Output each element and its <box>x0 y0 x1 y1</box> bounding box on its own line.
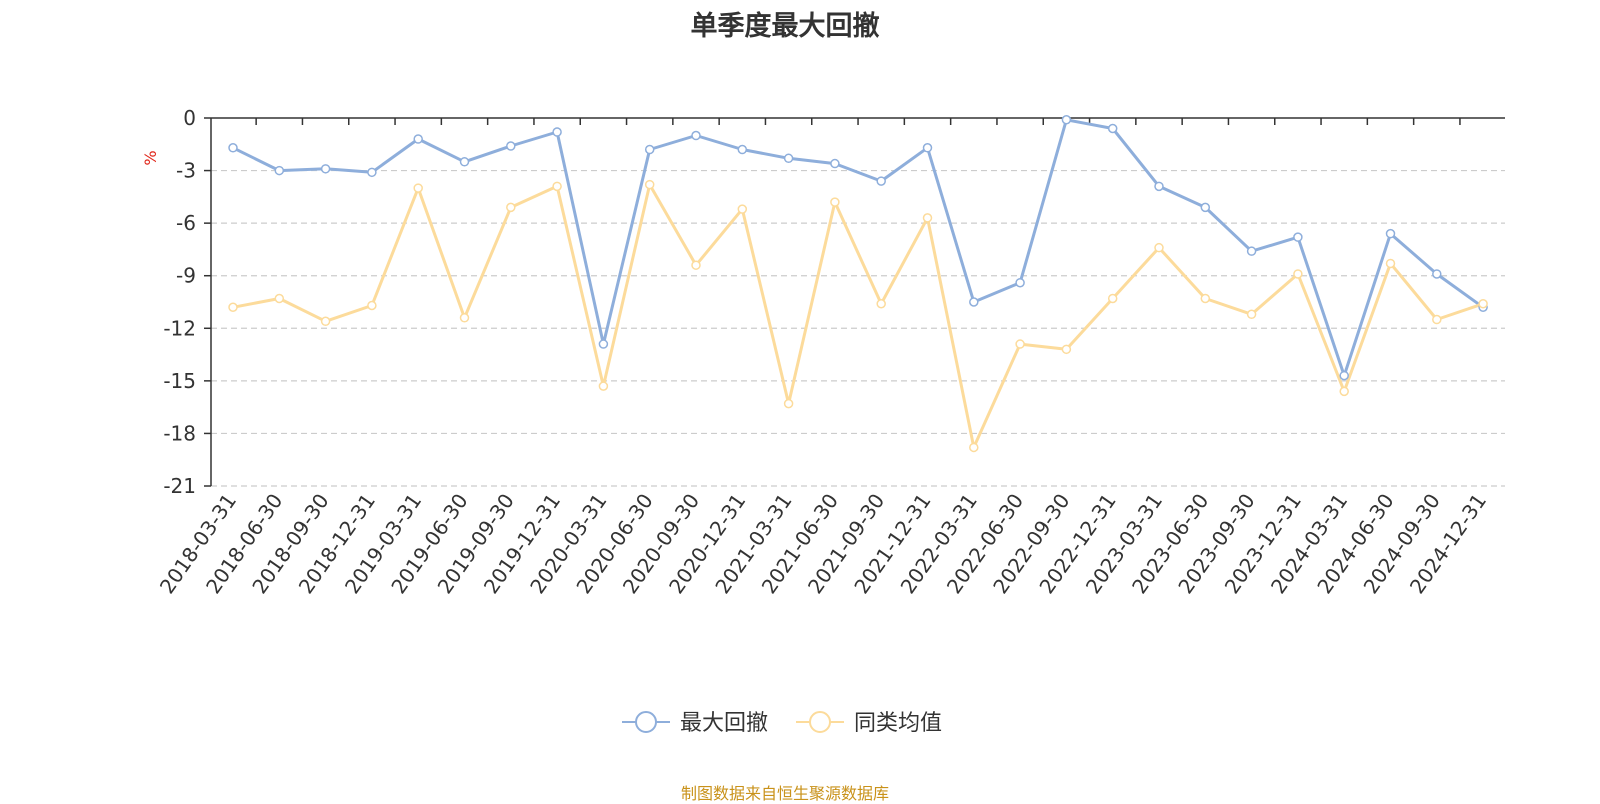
data-point <box>1246 246 1257 256</box>
data-point <box>228 143 238 153</box>
data-point <box>969 297 979 307</box>
legend-marker <box>809 711 831 733</box>
data-point <box>1154 181 1164 192</box>
data-point <box>830 158 840 169</box>
data-point <box>783 153 794 164</box>
data-point <box>1385 258 1396 269</box>
data-point <box>922 143 933 153</box>
source-note: 制图数据来自恒生聚源数据库 <box>680 784 889 803</box>
y-tick-label: -6 <box>176 211 196 235</box>
y-tick-label: -9 <box>176 264 196 288</box>
data-point <box>320 316 331 327</box>
data-point <box>691 130 701 141</box>
legend-label: 最大回撤 <box>680 711 768 736</box>
legend-label: 同类均值 <box>854 711 942 736</box>
data-point <box>1200 202 1211 213</box>
data-point <box>1293 232 1303 242</box>
data-point <box>1432 269 1442 279</box>
data-point <box>598 339 609 349</box>
data-point <box>1200 293 1211 304</box>
series-points <box>228 115 1488 453</box>
data-point <box>413 183 423 193</box>
series-line-1 <box>232 118 1484 378</box>
data-point <box>1339 386 1349 397</box>
data-point <box>413 134 423 144</box>
data-point <box>367 167 377 178</box>
tick-labels: 0-3-6-9-12-15-18-21%2018-03-312018-06-30… <box>141 106 1491 598</box>
data-point <box>1154 242 1164 253</box>
series-line-2 <box>232 183 1484 449</box>
data-point <box>367 300 377 311</box>
data-point <box>506 141 516 151</box>
grid-lines <box>211 169 1505 487</box>
y-tick-label: 0 <box>183 106 196 130</box>
y-tick-label: -12 <box>163 316 196 340</box>
data-point <box>1478 299 1488 309</box>
data-point <box>320 164 331 174</box>
data-point <box>830 197 840 207</box>
chart-title: 单季度最大回撤 <box>690 11 880 42</box>
data-point <box>228 302 238 313</box>
data-point <box>1061 115 1072 125</box>
data-point <box>552 127 562 137</box>
data-point <box>459 157 470 167</box>
data-point <box>737 204 748 214</box>
data-point <box>1061 344 1072 355</box>
data-point <box>922 213 933 223</box>
data-point <box>876 176 886 186</box>
y-tick-label: -3 <box>176 159 196 183</box>
data-point <box>644 144 655 155</box>
chart: 0-3-6-9-12-15-18-21%2018-03-312018-06-30… <box>141 106 1505 736</box>
data-point <box>1107 293 1118 304</box>
data-point <box>1246 309 1257 320</box>
data-point <box>644 179 655 190</box>
legend-item: 最大回撤 <box>622 711 768 736</box>
data-point <box>1107 123 1118 134</box>
data-point <box>1293 269 1303 279</box>
data-point <box>783 398 794 409</box>
data-point <box>1432 314 1442 325</box>
legend: 最大回撤 同类均值 <box>622 711 942 736</box>
data-point <box>506 202 516 213</box>
y-tick-label: -18 <box>163 421 196 445</box>
legend-marker <box>635 711 657 733</box>
axes <box>204 117 1505 487</box>
y-tick-label: -21 <box>163 474 196 498</box>
data-point <box>598 381 609 391</box>
series-lines <box>232 118 1484 449</box>
data-point <box>459 313 470 323</box>
y-tick-label: -15 <box>163 369 196 393</box>
y-axis-label: % <box>141 150 160 165</box>
data-point <box>1015 277 1025 288</box>
data-point <box>274 165 285 176</box>
data-point <box>1385 228 1396 239</box>
data-point <box>969 442 979 453</box>
data-point <box>691 260 701 270</box>
data-point <box>274 293 285 304</box>
data-point <box>1015 339 1025 349</box>
data-point <box>737 144 748 155</box>
data-point <box>876 299 886 309</box>
data-point <box>552 181 562 192</box>
legend-item: 同类均值 <box>796 711 942 736</box>
data-point <box>1339 370 1349 381</box>
